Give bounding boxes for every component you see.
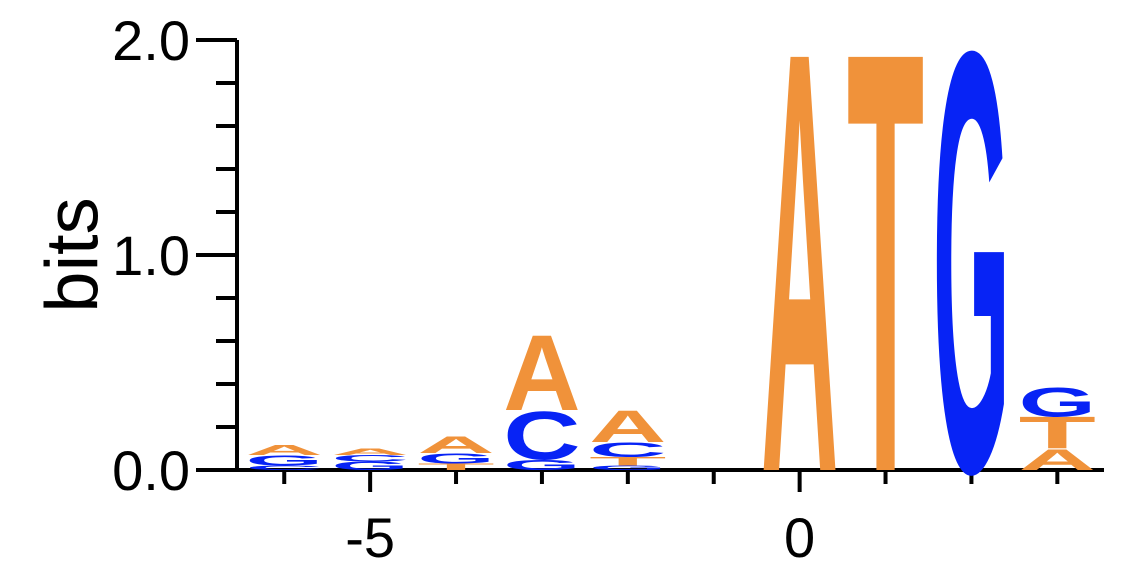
logo-letter: G bbox=[331, 459, 408, 472]
logo-letter: T bbox=[417, 462, 494, 472]
y-tick-label: 2.0 bbox=[112, 9, 190, 72]
logo-letter: G bbox=[503, 457, 580, 474]
logo-letter: A bbox=[503, 312, 580, 433]
logo-letter: C bbox=[246, 465, 323, 472]
logo-letter: C bbox=[503, 397, 580, 474]
logo-letter: G bbox=[246, 452, 323, 469]
logo-letter: C bbox=[331, 453, 408, 463]
y-tick-label: 0.0 bbox=[112, 439, 190, 502]
logo-letter: T bbox=[589, 455, 666, 468]
logo-letter: G bbox=[417, 450, 494, 467]
logo-letter: A bbox=[417, 431, 494, 458]
logo-letter: A bbox=[761, 0, 838, 570]
y-tick-label: 1.0 bbox=[112, 224, 190, 287]
logo-letter: C bbox=[589, 438, 666, 461]
logo-letter: G bbox=[933, 0, 1010, 570]
logo-letter: A bbox=[1019, 443, 1096, 477]
x-tick-label: 0 bbox=[784, 506, 815, 569]
logo-letter: G bbox=[1019, 379, 1096, 426]
logo-letter: A bbox=[331, 447, 408, 457]
logo-letter: A bbox=[246, 442, 323, 459]
logo-letter: T bbox=[1019, 408, 1096, 458]
y-axis-label: bits bbox=[31, 197, 114, 312]
logo-letter: A bbox=[589, 402, 666, 452]
logo-letter: G bbox=[589, 465, 666, 472]
logo-letter: T bbox=[847, 0, 924, 570]
x-tick-label: -5 bbox=[345, 506, 395, 569]
